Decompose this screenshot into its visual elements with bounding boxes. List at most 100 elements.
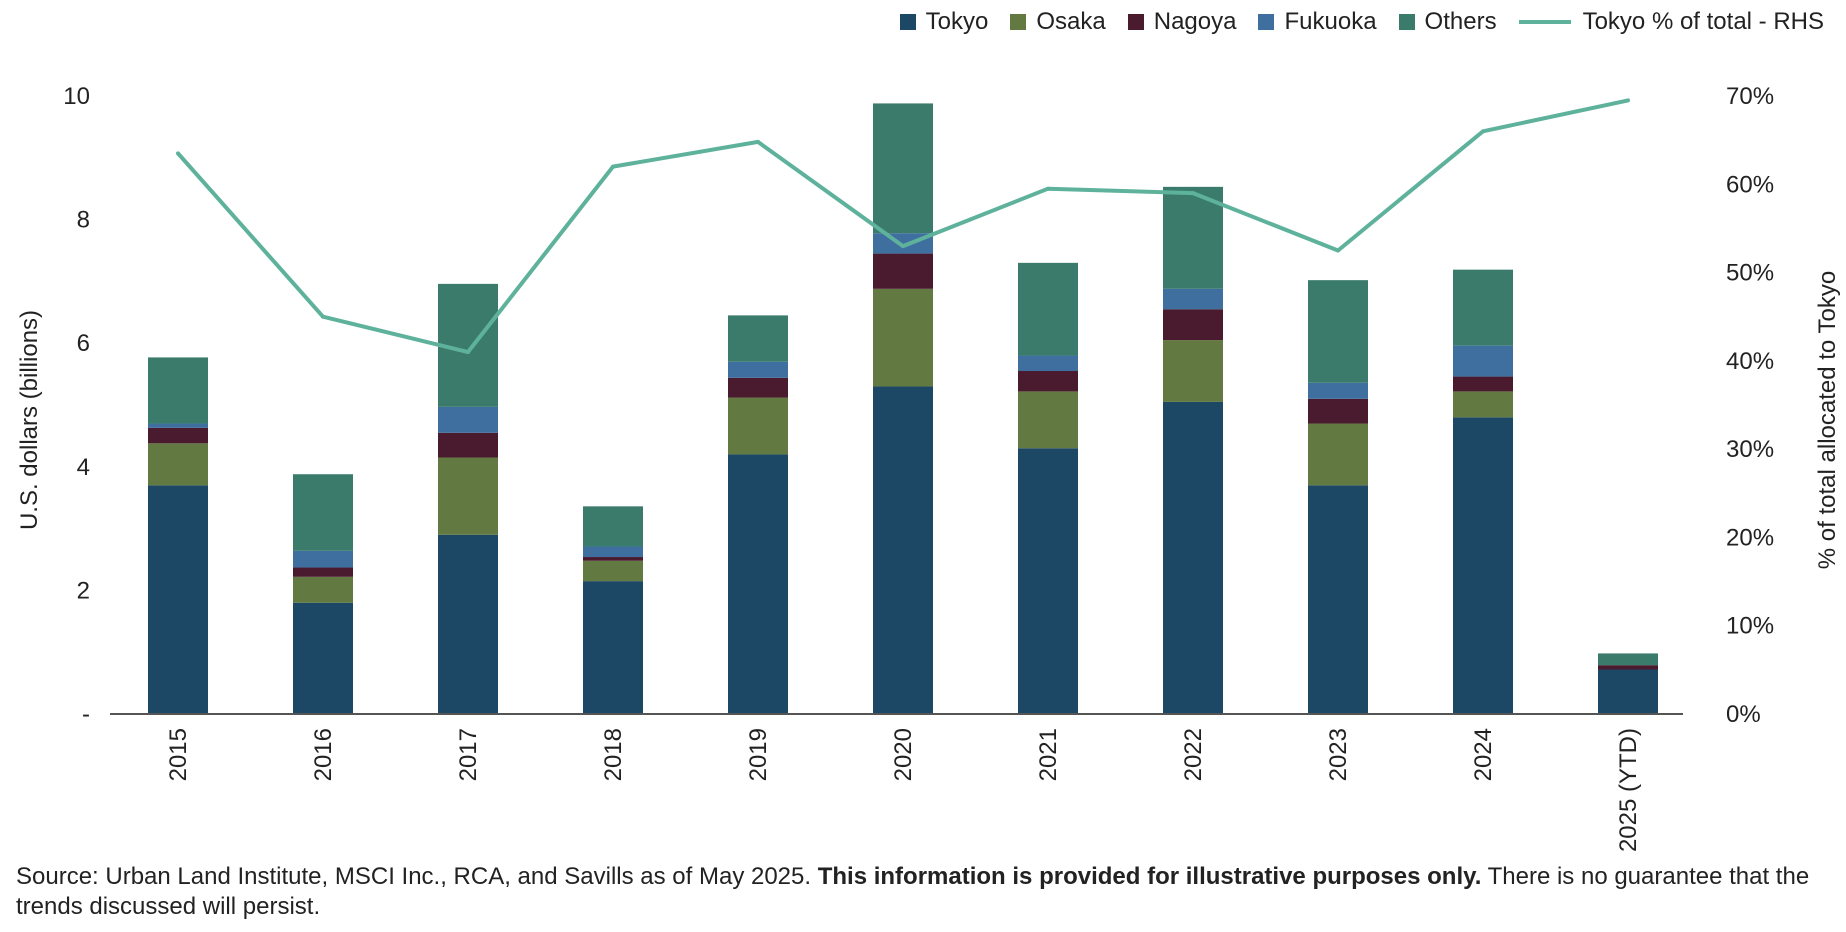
bar-tokyo-2023 bbox=[1308, 485, 1368, 714]
bar-nagoya-2025YTD bbox=[1598, 665, 1658, 670]
bar-others-2016 bbox=[293, 474, 353, 551]
bar-osaka-2022 bbox=[1163, 340, 1223, 402]
x-tick-label: 2024 bbox=[1470, 728, 1497, 781]
x-tick-label: 2021 bbox=[1035, 728, 1062, 781]
bar-others-2022 bbox=[1163, 186, 1223, 289]
legend-label-tokyo: Tokyo bbox=[925, 8, 989, 35]
bar-nagoya-2023 bbox=[1308, 398, 1368, 424]
bar-nagoya-2016 bbox=[293, 567, 353, 577]
bar-nagoya-2015 bbox=[148, 427, 208, 444]
line-point-tokyo-pct bbox=[466, 350, 470, 355]
bar-osaka-2017 bbox=[438, 457, 498, 535]
bar-tokyo-2025YTD bbox=[1598, 669, 1658, 714]
legend-label-others: Others bbox=[1424, 8, 1497, 35]
bar-others-2023 bbox=[1308, 280, 1368, 383]
bar-others-2018 bbox=[583, 506, 643, 547]
x-tick-label: 2018 bbox=[600, 728, 627, 781]
bar-nagoya-2017 bbox=[438, 432, 498, 458]
bar-fukuoka-2024 bbox=[1453, 345, 1513, 377]
legend-item-tokyo-pct: Tokyo % of total - RHS bbox=[1518, 8, 1824, 36]
bar-osaka-2020 bbox=[873, 288, 933, 387]
line-point-tokyo-pct bbox=[1481, 129, 1485, 134]
legend-swatch-nagoya bbox=[1127, 14, 1144, 30]
bar-osaka-2021 bbox=[1018, 391, 1078, 449]
bar-fukuoka-2018 bbox=[583, 546, 643, 558]
bar-fukuoka-2019 bbox=[728, 361, 788, 378]
legend-swatch-tokyo bbox=[899, 14, 916, 30]
y-tick-label: 2 bbox=[77, 577, 90, 604]
x-tick-label: 2016 bbox=[310, 728, 337, 781]
bar-fukuoka-2022 bbox=[1163, 288, 1223, 310]
x-tick-label: 2022 bbox=[1180, 728, 1207, 781]
x-tick-label: 2015 bbox=[165, 728, 192, 781]
bar-fukuoka-2021 bbox=[1018, 355, 1078, 372]
line-series-group bbox=[176, 98, 1630, 355]
bar-tokyo-2022 bbox=[1163, 401, 1223, 714]
bars-group bbox=[148, 103, 1658, 714]
line-point-tokyo-pct bbox=[1626, 98, 1630, 103]
bar-fukuoka-2017 bbox=[438, 406, 498, 433]
bar-tokyo-2021 bbox=[1018, 448, 1078, 714]
legend-label-osaka: Osaka bbox=[1036, 8, 1106, 35]
y-right-tick-label: 50% bbox=[1726, 260, 1774, 287]
bar-tokyo-2024 bbox=[1453, 417, 1513, 714]
x-tick-label: 2017 bbox=[455, 728, 482, 781]
bar-tokyo-2018 bbox=[583, 581, 643, 714]
y-tick-label: - bbox=[82, 701, 90, 728]
y-right-tick-label: 30% bbox=[1726, 436, 1774, 463]
y-tick-label: 4 bbox=[77, 454, 90, 481]
y-right-tick-label: 60% bbox=[1726, 171, 1774, 198]
y-tick-label: 6 bbox=[77, 330, 90, 357]
x-tick-label: 2020 bbox=[890, 728, 917, 781]
legend-item-others: Others bbox=[1398, 8, 1497, 36]
y-right-tick-label: 40% bbox=[1726, 348, 1774, 375]
bar-nagoya-2018 bbox=[583, 557, 643, 561]
bar-fukuoka-2016 bbox=[293, 550, 353, 568]
bar-tokyo-2019 bbox=[728, 454, 788, 714]
bar-osaka-2018 bbox=[583, 560, 643, 582]
y-right-tick-label: 10% bbox=[1726, 613, 1774, 640]
legend-swatch-tokyo-pct bbox=[1518, 20, 1571, 24]
bar-others-2024 bbox=[1453, 269, 1513, 346]
y-right-tick-label: 70% bbox=[1726, 83, 1774, 110]
bar-others-2021 bbox=[1018, 262, 1078, 356]
x-tick-label: 2019 bbox=[745, 728, 772, 781]
legend-swatch-osaka bbox=[1010, 14, 1027, 30]
bar-tokyo-2020 bbox=[873, 386, 933, 714]
source-text: Source: Urban Land Institute, MSCI Inc.,… bbox=[16, 863, 818, 890]
line-point-tokyo-pct bbox=[321, 314, 325, 319]
source-note: Source: Urban Land Institute, MSCI Inc.,… bbox=[16, 862, 1816, 922]
bar-tokyo-2017 bbox=[438, 534, 498, 714]
legend: Tokyo Osaka Nagoya Fukuoka Others Tokyo … bbox=[878, 8, 1824, 36]
legend-item-osaka: Osaka bbox=[1010, 8, 1106, 36]
legend-label-fukuoka: Fukuoka bbox=[1284, 8, 1377, 35]
y-tick-label: 8 bbox=[77, 207, 90, 234]
bar-osaka-2019 bbox=[728, 397, 788, 455]
bar-osaka-2016 bbox=[293, 576, 353, 603]
line-point-tokyo-pct bbox=[611, 164, 615, 169]
legend-item-tokyo: Tokyo bbox=[899, 8, 989, 36]
bar-others-2025YTD bbox=[1598, 653, 1658, 666]
legend-item-fukuoka: Fukuoka bbox=[1258, 8, 1377, 36]
x-tick-label: 2025 (YTD) bbox=[1615, 728, 1642, 852]
bar-others-2019 bbox=[728, 315, 788, 362]
bar-osaka-2024 bbox=[1453, 391, 1513, 418]
x-tick-label: 2023 bbox=[1325, 728, 1352, 781]
line-point-tokyo-pct bbox=[756, 139, 760, 144]
line-point-tokyo-pct bbox=[1336, 248, 1340, 253]
bar-fukuoka-2015 bbox=[148, 423, 208, 428]
line-point-tokyo-pct bbox=[1046, 186, 1050, 191]
line-point-tokyo-pct bbox=[176, 151, 180, 156]
bar-osaka-2015 bbox=[148, 443, 208, 486]
legend-swatch-fukuoka bbox=[1258, 14, 1275, 30]
y-axis-right-label: % of total allocated to Tokyo bbox=[1814, 271, 1841, 569]
bar-tokyo-2016 bbox=[293, 602, 353, 714]
ticks-group: - 2 4 6 8 10 0% 10% 20% 30% 40% 50% 60% 70% 2015 2016 20… bbox=[63, 83, 1774, 852]
bar-others-2020 bbox=[873, 103, 933, 234]
bar-nagoya-2024 bbox=[1453, 376, 1513, 392]
bar-fukuoka-2023 bbox=[1308, 382, 1368, 399]
bar-osaka-2023 bbox=[1308, 423, 1368, 486]
source-tail: There is no guarantee that the trends di… bbox=[16, 863, 1810, 920]
bar-nagoya-2022 bbox=[1163, 309, 1223, 341]
